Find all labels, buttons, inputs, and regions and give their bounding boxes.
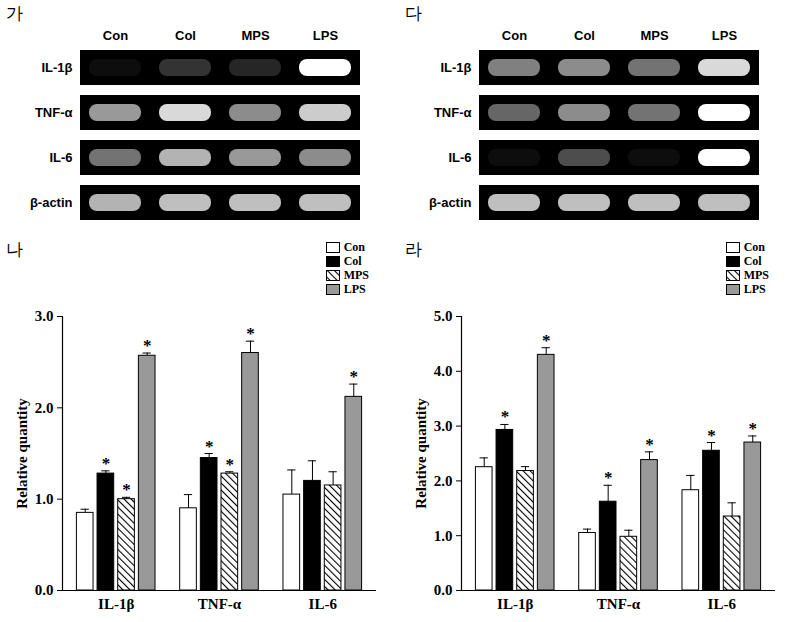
svg-text:TNF-α: TNF-α <box>597 596 641 612</box>
html-text:MPS: MPS <box>343 268 369 282</box>
svg-text:Relative quantity: Relative quantity <box>413 398 429 509</box>
html-text:Col: Col <box>343 254 362 268</box>
html-text:LPS: LPS <box>343 282 366 296</box>
svg-text:IL-1β: IL-1β <box>497 596 533 612</box>
svg-text:3.0: 3.0 <box>35 308 54 324</box>
svg-text:MPS: MPS <box>241 28 270 43</box>
svg-text:*: * <box>226 455 235 474</box>
svg-text:TNF-α: TNF-α <box>35 105 73 120</box>
svg-text:*: * <box>542 331 551 350</box>
svg-text:*: * <box>749 419 758 438</box>
svg-text:TNF-α: TNF-α <box>198 596 242 612</box>
html-text:LPS: LPS <box>743 282 766 296</box>
svg-text:1.0: 1.0 <box>35 491 54 507</box>
svg-text:TNF-α: TNF-α <box>434 105 472 120</box>
svg-text:β-actin: β-actin <box>30 195 73 210</box>
svg-text:IL-6: IL-6 <box>49 150 72 165</box>
svg-text:5.0: 5.0 <box>434 308 453 324</box>
svg-text:IL-1β: IL-1β <box>440 60 471 75</box>
svg-text:Col: Col <box>574 28 595 43</box>
svg-text:*: * <box>604 468 613 487</box>
svg-text:*: * <box>102 454 111 473</box>
html-text:나: 나 <box>6 239 23 259</box>
svg-text:β-actin: β-actin <box>429 195 472 210</box>
html-text:다: 다 <box>405 3 422 23</box>
svg-text:Con: Con <box>103 28 128 43</box>
svg-text:Con: Con <box>502 28 527 43</box>
svg-text:*: * <box>205 437 214 456</box>
svg-text:LPS: LPS <box>313 28 339 43</box>
html-text:Con: Con <box>743 240 765 254</box>
svg-text:IL-6: IL-6 <box>448 150 471 165</box>
svg-text:2.0: 2.0 <box>35 400 54 416</box>
svg-text:Col: Col <box>175 28 196 43</box>
html-text:Con: Con <box>343 240 365 254</box>
svg-text:*: * <box>246 324 255 343</box>
svg-text:*: * <box>122 480 131 499</box>
html-text:라: 라 <box>405 239 422 259</box>
svg-text:1.0: 1.0 <box>434 528 453 544</box>
svg-text:0.0: 0.0 <box>434 582 453 598</box>
html-text:가: 가 <box>6 3 23 23</box>
svg-text:2.0: 2.0 <box>434 473 453 489</box>
svg-text:IL-1β: IL-1β <box>41 60 72 75</box>
svg-text:MPS: MPS <box>640 28 669 43</box>
svg-text:LPS: LPS <box>712 28 738 43</box>
html-text:MPS: MPS <box>743 268 769 282</box>
svg-text:3.0: 3.0 <box>434 418 453 434</box>
svg-text:*: * <box>707 426 716 445</box>
svg-text:4.0: 4.0 <box>434 363 453 379</box>
svg-text:0.0: 0.0 <box>35 582 54 598</box>
svg-text:Relative quantity: Relative quantity <box>14 398 30 509</box>
svg-text:*: * <box>143 336 152 355</box>
svg-text:*: * <box>645 435 654 454</box>
svg-text:IL-1β: IL-1β <box>98 596 134 612</box>
svg-text:*: * <box>501 407 510 426</box>
svg-text:IL-6: IL-6 <box>708 596 737 612</box>
svg-text:*: * <box>350 367 359 386</box>
svg-text:IL-6: IL-6 <box>309 596 338 612</box>
html-text:Col: Col <box>743 254 762 268</box>
